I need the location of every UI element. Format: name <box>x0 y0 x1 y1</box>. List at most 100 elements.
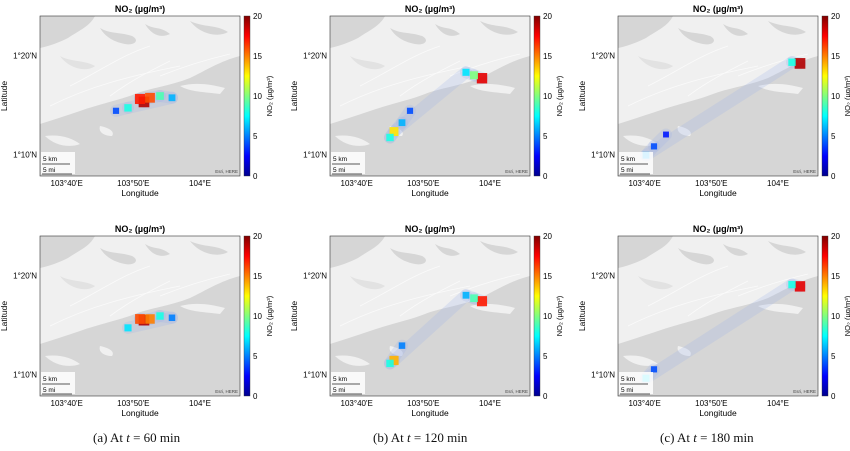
map-attribution: Esri, HERE <box>215 389 238 394</box>
x-tick-label: 104°E <box>479 399 501 408</box>
scale-bar: 5 km 5 mi <box>41 152 75 175</box>
colorbar-label: NO₂ (µg/m³) <box>555 295 564 336</box>
colorbar <box>821 235 829 397</box>
panel-title: NO₂ (µg/m³) <box>405 224 455 234</box>
caption-b: (b) At t = 120 min <box>373 430 468 445</box>
colorbar-tick-label: 10 <box>831 312 840 321</box>
colorbar-tick-label: 5 <box>543 132 548 141</box>
map-panel-b-top: NO₂ (µg/m³) 5 km 5 mi Esri, HERE 103°40'E 103… <box>289 4 564 198</box>
scale-km-label: 5 km <box>333 376 347 383</box>
no2-cell <box>462 291 470 299</box>
no2-cell <box>386 133 394 142</box>
x-axis-label: Longitude <box>411 188 449 198</box>
no2-cell <box>462 68 470 76</box>
x-axis-label: Longitude <box>121 188 159 198</box>
colorbar-tick-label: 15 <box>253 272 262 281</box>
colorbar-tick-label: 15 <box>543 272 552 281</box>
colorbar-tick-label: 0 <box>831 392 836 401</box>
no2-cell <box>663 131 669 138</box>
plot-frame <box>39 235 241 397</box>
no2-cell <box>788 280 796 289</box>
colorbar-tick-label: 5 <box>253 132 258 141</box>
colorbar-tick-label: 10 <box>543 312 552 321</box>
scale-km-label: 5 km <box>621 376 635 383</box>
x-tick-label: 103°40'E <box>341 179 373 188</box>
x-tick-label: 103°50'E <box>117 179 149 188</box>
y-axis-label: Latitude <box>577 81 587 112</box>
scale-km-label: 5 km <box>333 156 347 163</box>
map-attribution: Esri, HERE <box>215 169 238 174</box>
no2-cell <box>470 294 478 303</box>
scale-mi-label: 5 mi <box>333 167 345 174</box>
no2-cell <box>386 359 394 368</box>
no2-cell <box>134 93 146 105</box>
x-tick-label: 103°50'E <box>695 179 727 188</box>
colorbar-label: NO₂ (µg/m³) <box>555 75 564 116</box>
scale-mi-label: 5 mi <box>43 387 55 394</box>
colorbar-tick-label: 20 <box>543 232 552 241</box>
caption-a: (a) At t = 60 min <box>93 430 181 445</box>
no2-cell <box>794 58 806 69</box>
colorbar <box>821 15 829 177</box>
colorbar <box>533 15 541 177</box>
colorbar-tick-label: 5 <box>253 352 258 361</box>
colorbar <box>243 15 251 177</box>
x-tick-label: 103°40'E <box>51 399 83 408</box>
y-axis-label: Latitude <box>289 81 299 112</box>
colorbar-tick-label: 5 <box>831 132 836 141</box>
scale-mi-label: 5 mi <box>43 167 55 174</box>
no2-cell <box>389 355 399 366</box>
colorbar-tick-label: 15 <box>253 52 262 61</box>
no2-cell <box>112 107 120 114</box>
map-panel-c-top: NO₂ (µg/m³) 5 km 5 mi Esri, HERE 103°40'E 103… <box>577 4 850 198</box>
plume-haze <box>388 66 472 138</box>
scale-bar: 5 km 5 mi <box>619 372 653 395</box>
colorbar-label: NO₂ (µg/m³) <box>265 295 274 336</box>
scale-bar: 5 km 5 mi <box>331 152 365 175</box>
map-panel-c-bottom: NO₂ (µg/m³) 5 km 5 mi Esri, HERE 103°40'E 103… <box>577 224 850 418</box>
map-attribution: Esri, HERE <box>793 389 816 394</box>
y-tick-label: 1°10'N <box>591 150 615 159</box>
colorbar-tick-label: 0 <box>253 172 258 181</box>
x-tick-label: 103°40'E <box>629 179 661 188</box>
no2-cell <box>398 342 406 349</box>
colorbar-tick-label: 0 <box>543 392 548 401</box>
no2-cell <box>476 296 488 307</box>
scale-mi-label: 5 mi <box>333 387 345 394</box>
y-tick-label: 1°10'N <box>13 150 37 159</box>
x-tick-label: 104°E <box>189 399 211 408</box>
colorbar-tick-label: 20 <box>543 12 552 21</box>
map-attribution: Esri, HERE <box>505 389 528 394</box>
no2-cell <box>145 314 155 324</box>
colorbar-tick-label: 0 <box>831 172 836 181</box>
plot-frame <box>329 15 531 177</box>
x-axis-label: Longitude <box>411 408 449 418</box>
colorbar-tick-label: 15 <box>543 52 552 61</box>
colorbar-label: NO₂ (µg/m³) <box>843 295 850 336</box>
x-tick-label: 103°50'E <box>407 179 439 188</box>
colorbar-tick-label: 5 <box>831 352 836 361</box>
x-tick-label: 104°E <box>767 399 789 408</box>
colorbar-tick-label: 10 <box>253 312 262 321</box>
y-axis-label: Latitude <box>0 81 9 112</box>
plume-haze <box>640 278 798 385</box>
no2-cell <box>470 71 478 80</box>
y-tick-label: 1°20'N <box>591 272 615 281</box>
x-tick-label: 104°E <box>767 179 789 188</box>
plume-haze <box>640 56 798 162</box>
no2-cell <box>476 73 488 84</box>
colorbar-tick-label: 10 <box>831 92 840 101</box>
scale-km-label: 5 km <box>43 156 57 163</box>
colorbar-tick-label: 0 <box>543 172 548 181</box>
no2-cell <box>145 92 155 103</box>
colorbar-tick-label: 15 <box>831 272 840 281</box>
colorbar-tick-label: 10 <box>253 92 262 101</box>
colorbar-tick-label: 20 <box>253 232 262 241</box>
y-tick-label: 1°20'N <box>303 272 327 281</box>
plot-frame <box>617 15 819 177</box>
x-tick-label: 103°50'E <box>695 399 727 408</box>
scale-mi-label: 5 mi <box>621 167 633 174</box>
scale-mi-label: 5 mi <box>621 387 633 394</box>
no2-cell <box>650 366 658 373</box>
